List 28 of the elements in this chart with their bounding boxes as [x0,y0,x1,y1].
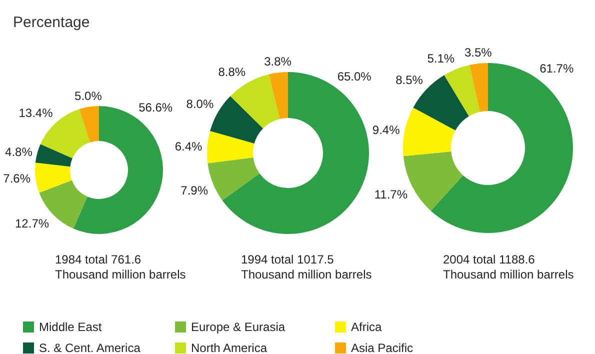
data-label: 3.8% [264,54,292,69]
legend-label: S. & Cent. America [39,341,141,354]
legend-label: North America [191,341,268,354]
data-label: 3.5% [464,46,492,60]
chart-title: Percentage [13,14,90,31]
data-label: 11.7% [374,187,408,202]
data-label: 65.0% [337,70,372,84]
legend-label: Middle East [39,320,102,334]
data-label: 61.7% [540,61,574,76]
legend-label: Africa [351,320,382,334]
data-label: 9.4% [372,123,400,138]
data-label: 5.0% [74,88,102,103]
data-label: 7.9% [180,184,208,198]
text: 2004 total 1188.6 Thousand million barrels [443,252,574,282]
data-label: 5.1% [427,51,455,66]
data-label: 8.0% [186,96,214,111]
data-label: 7.6% [3,172,31,186]
data-label: 4.8% [5,144,33,159]
legend-label: Asia Pacific [351,341,414,354]
text: 1994 total 1017.5 Thousand million barrels [241,252,372,282]
data-label: 56.6% [138,100,173,114]
data-label: 8.5% [396,72,424,87]
data-label: 12.7% [15,216,50,231]
data-label: 13.4% [18,106,54,120]
data-label: 6.4% [174,140,203,154]
data-label: 8.8% [218,65,246,80]
legend-label: Europe & Eurasia [191,320,286,334]
text: 1984 total 761.6 Thousand million barrels [55,252,186,282]
